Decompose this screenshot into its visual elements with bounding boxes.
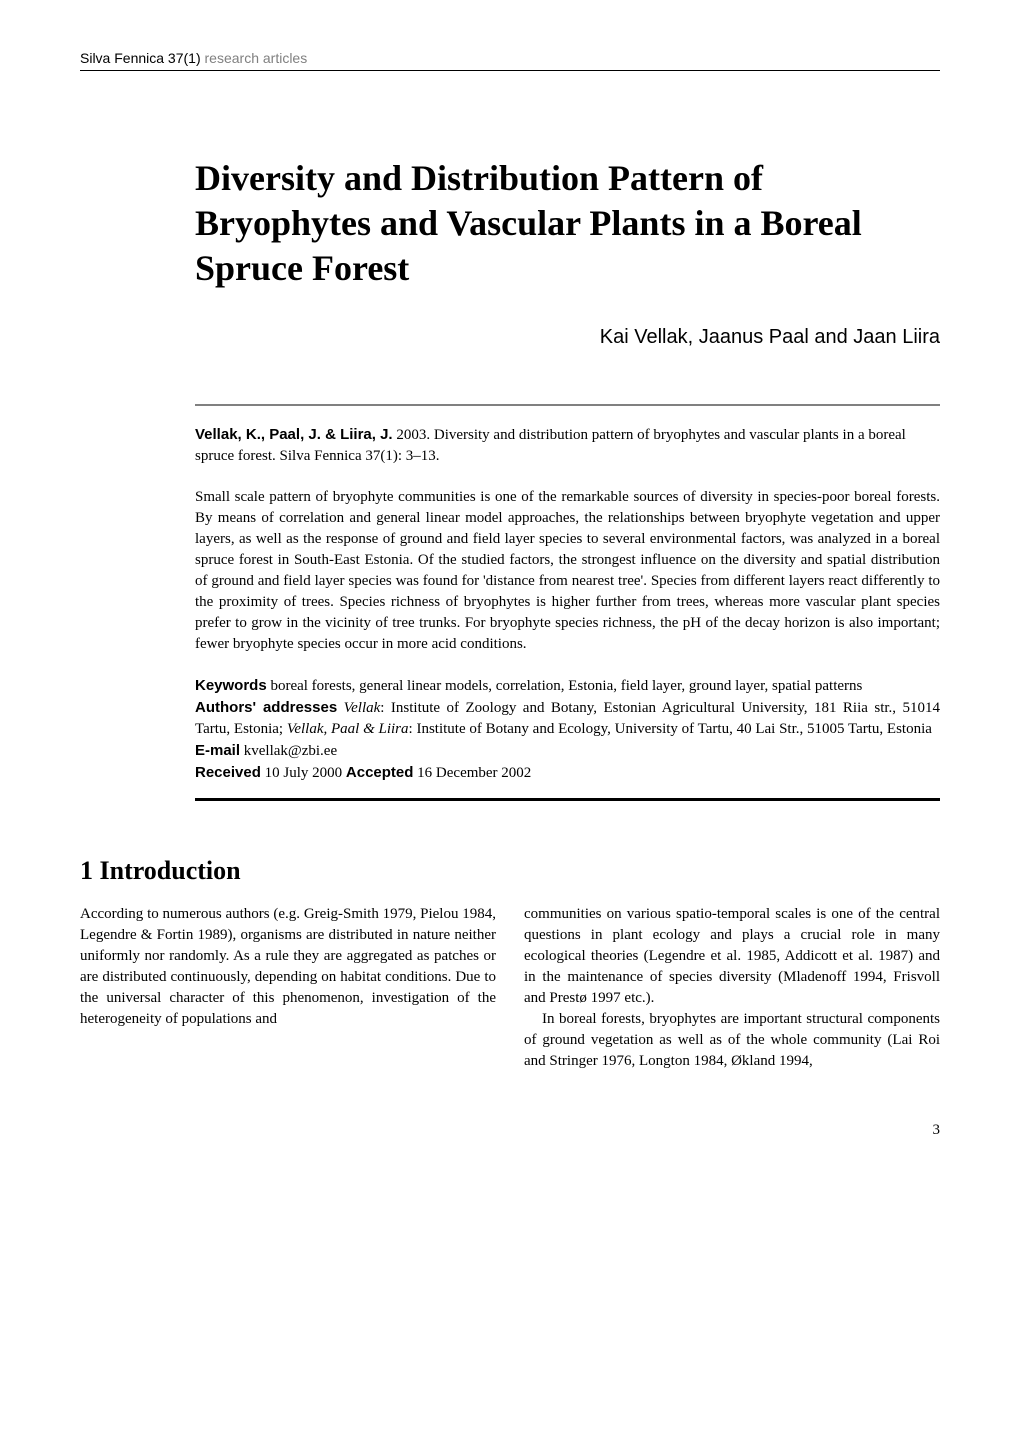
address-others-text: : Institute of Botany and Ecology, Unive… [409, 721, 932, 737]
email-line: E-mail kvellak@zbi.ee [195, 740, 940, 762]
received-text: 10 July 2000 [261, 765, 346, 781]
address-vellak-name: Vellak [344, 700, 381, 716]
article-title: Diversity and Distribution Pattern of Br… [80, 156, 940, 291]
intro-paragraph-1: According to numerous authors (e.g. Grei… [80, 904, 496, 1030]
page-number: 3 [80, 1122, 940, 1139]
journal-name: Silva Fennica 37(1) [80, 50, 201, 66]
intro-paragraph-2: In boreal forests, bryophytes are import… [524, 1009, 940, 1072]
addresses-label: Authors' addresses [195, 699, 337, 716]
body-columns: According to numerous authors (e.g. Grei… [80, 904, 940, 1072]
header-divider [80, 70, 940, 71]
keywords-text: boreal forests, general linear models, c… [267, 678, 863, 694]
keywords-label: Keywords [195, 677, 267, 694]
section-heading-introduction: 1 Introduction [80, 856, 940, 886]
received-label: Received [195, 764, 261, 781]
body-column-right: communities on various spatio-temporal s… [524, 904, 940, 1072]
abstract-top-divider [195, 404, 940, 406]
dates-line: Received 10 July 2000 Accepted 16 Decemb… [195, 762, 940, 784]
email-label: E-mail [195, 742, 240, 759]
header-subtitle: research articles [205, 50, 308, 66]
body-column-left: According to numerous authors (e.g. Grei… [80, 904, 496, 1072]
keywords-line: Keywords boreal forests, general linear … [195, 675, 940, 697]
accepted-text: 16 December 2002 [413, 765, 531, 781]
citation-authors: Vellak, K., Paal, J. & Liira, J. [195, 426, 393, 443]
email-text: kvellak@zbi.ee [240, 743, 337, 759]
page-header: Silva Fennica 37(1) research articles [80, 50, 940, 66]
intro-paragraph-1-cont: communities on various spatio-temporal s… [524, 904, 940, 1009]
accepted-label: Accepted [346, 764, 414, 781]
abstract-bottom-divider [195, 798, 940, 801]
address-others-name: Vellak, Paal & Liira [287, 721, 409, 737]
addresses-line: Authors' addresses Vellak : Institute of … [195, 697, 940, 740]
authors-line: Kai Vellak, Jaanus Paal and Jaan Liira [80, 326, 940, 349]
abstract-text: Small scale pattern of bryophyte communi… [195, 487, 940, 655]
citation: Vellak, K., Paal, J. & Liira, J. 2003. D… [195, 424, 940, 467]
abstract-block: Vellak, K., Paal, J. & Liira, J. 2003. D… [80, 404, 940, 801]
